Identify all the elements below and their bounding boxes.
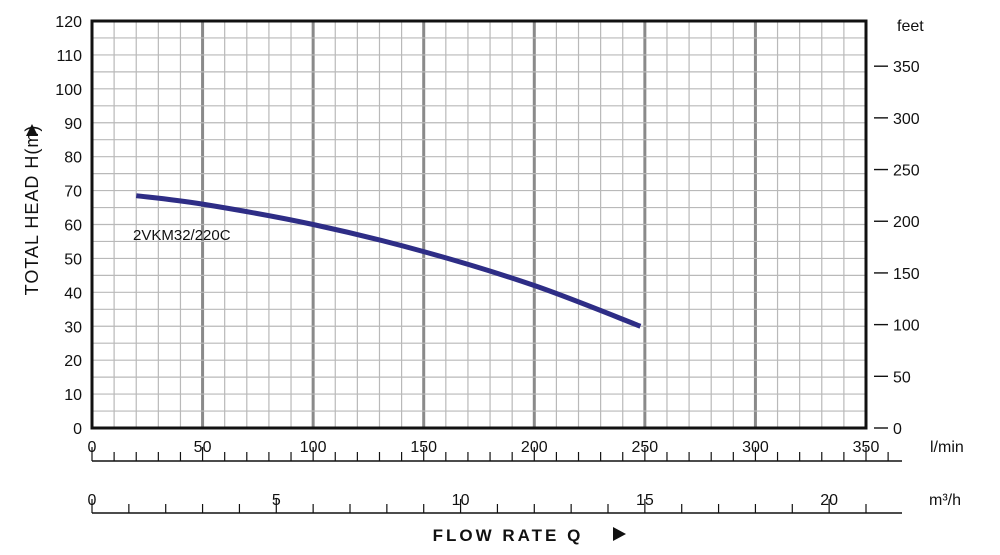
x-tick-label-m3h: 15 xyxy=(636,492,654,509)
series-line-0 xyxy=(135,193,642,329)
x-tick-label-lmin: 300 xyxy=(742,439,769,456)
y-tick-label-m: 0 xyxy=(73,421,82,438)
grid-layer xyxy=(92,21,866,428)
x-tick-label-m3h: 5 xyxy=(272,492,281,509)
x-tick-label-lmin: 150 xyxy=(410,439,437,456)
x-axis-arrow-icon xyxy=(613,527,626,541)
y-tick-label-m: 10 xyxy=(64,387,82,404)
plot-frame xyxy=(90,19,868,430)
x-tick-label-lmin: 250 xyxy=(632,439,659,456)
labels-layer: 0102030405060708090100110120050100150200… xyxy=(22,14,964,545)
axes-layer xyxy=(90,19,902,514)
x-tick-label-lmin: 200 xyxy=(521,439,548,456)
x-tick-label-m3h: 20 xyxy=(820,492,838,509)
y-tick-label-feet: 0 xyxy=(893,421,902,438)
x-unit-label-m3h: m³/h xyxy=(929,492,961,509)
y-tick-label-feet: 150 xyxy=(893,266,920,283)
y-tick-label-m: 30 xyxy=(64,319,82,336)
y-tick-label-m: 120 xyxy=(55,14,82,31)
x-tick-label-m3h: 0 xyxy=(88,492,97,509)
y-tick-label-m: 50 xyxy=(64,251,82,268)
y-tick-label-feet: 100 xyxy=(893,318,920,335)
x-axis-title: FLOW RATE Q xyxy=(433,526,584,545)
y-unit-label-feet: feet xyxy=(897,18,924,35)
y-axis-title: TOTAL HEAD H(m) xyxy=(22,125,42,296)
y-tick-label-m: 60 xyxy=(64,218,82,235)
y-tick-label-m: 40 xyxy=(64,285,82,302)
y-tick-label-feet: 250 xyxy=(893,163,920,180)
series-label: 2VKM32/220C xyxy=(133,227,231,244)
x-unit-label-lmin: l/min xyxy=(930,439,964,456)
y-tick-label-m: 70 xyxy=(64,184,82,201)
y-axis-arrow-icon xyxy=(26,124,38,136)
y-tick-label-m: 110 xyxy=(56,48,82,65)
x-tick-label-lmin: 50 xyxy=(194,439,212,456)
x-tick-label-m3h: 10 xyxy=(452,492,470,509)
y-tick-label-feet: 50 xyxy=(893,369,911,386)
y-tick-label-feet: 350 xyxy=(893,59,920,76)
y-tick-label-m: 90 xyxy=(64,116,82,133)
y-tick-label-feet: 300 xyxy=(893,111,920,128)
y-tick-label-feet: 200 xyxy=(893,214,920,231)
y-tick-label-m: 80 xyxy=(64,150,82,167)
x-tick-label-lmin: 350 xyxy=(853,439,880,456)
x-tick-label-lmin: 100 xyxy=(300,439,327,456)
y-tick-label-m: 20 xyxy=(64,353,82,370)
y-tick-label-m: 100 xyxy=(55,82,82,99)
series-layer xyxy=(135,193,642,329)
x-tick-label-lmin: 0 xyxy=(88,439,97,456)
